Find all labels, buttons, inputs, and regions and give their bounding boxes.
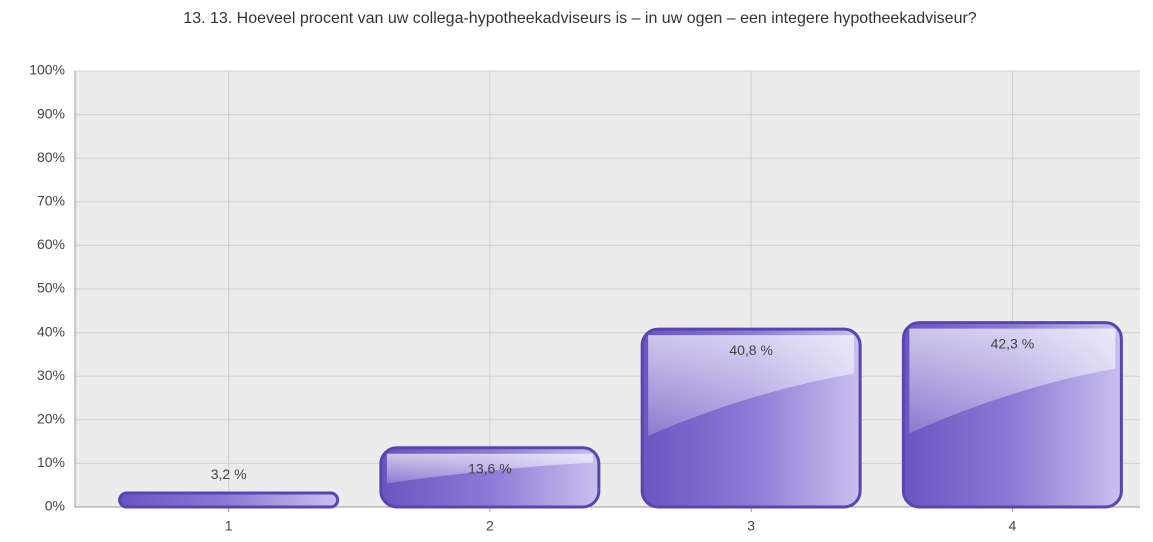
value-label: 3,2 % (211, 466, 247, 482)
y-tick-label: 70% (37, 193, 65, 209)
y-tick-label: 30% (37, 367, 65, 383)
y-tick-label: 50% (37, 280, 65, 296)
x-tick-label: 3 (747, 518, 755, 534)
y-tick-label: 100% (29, 62, 65, 78)
y-tick-label: 60% (37, 236, 65, 252)
x-tick-label: 1 (225, 518, 233, 534)
x-tick-label: 2 (486, 518, 494, 534)
value-label: 42,3 % (991, 335, 1035, 351)
bar-gloss (386, 453, 593, 484)
y-tick-label: 0% (45, 498, 65, 514)
bar-gloss (648, 335, 855, 436)
y-tick-label: 20% (37, 411, 65, 427)
y-tick-label: 80% (37, 149, 65, 165)
y-tick-label: 40% (37, 323, 65, 339)
x-tick-label: 4 (1008, 518, 1016, 534)
bar (118, 491, 340, 509)
value-label: 13,6 % (468, 460, 512, 476)
chart-title: 13. 13. Hoeveel procent van uw collega-h… (183, 10, 977, 27)
y-tick-label: 90% (37, 105, 65, 121)
bar-gloss (909, 328, 1116, 434)
value-label: 40,8 % (729, 342, 773, 358)
y-tick-label: 10% (37, 454, 65, 470)
